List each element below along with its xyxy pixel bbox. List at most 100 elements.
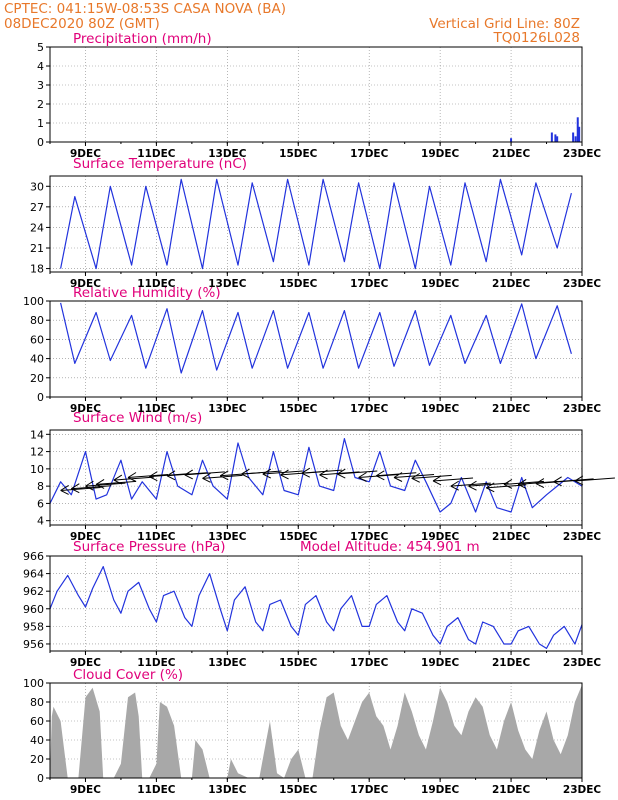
y-tick-label: 3 (37, 79, 44, 92)
wind-arrow (96, 480, 137, 485)
wind-arrow (433, 477, 474, 482)
precip-bar (550, 132, 553, 142)
y-tick-label: 40 (30, 734, 44, 747)
wind-arrow-head (411, 472, 421, 483)
wind-arrow-head (280, 469, 289, 480)
x-tick-label: 17DEC (350, 403, 389, 415)
wind-arrow (85, 482, 126, 487)
x-tick-label: 17DEC (350, 278, 389, 290)
panel-title: Surface Pressure (hPa) (73, 539, 226, 555)
plot-frame (49, 429, 583, 526)
y-tick-label: 24 (30, 221, 44, 234)
y-tick-label: 5 (37, 41, 44, 54)
x-tick-label: 17DEC (350, 148, 389, 160)
x-tick-label: 13DEC (208, 148, 247, 160)
x-tick-label: 15DEC (279, 531, 318, 543)
x-tick-label: 13DEC (208, 657, 247, 669)
wind-arrow-head (535, 478, 545, 488)
x-tick-label: 21DEC (492, 148, 531, 160)
x-tick-label: 11DEC (137, 784, 176, 796)
x-tick-label: 9DEC (70, 784, 101, 796)
precip-bar (510, 138, 513, 142)
x-tick-label: 21DEC (492, 278, 531, 290)
wind-arrow-head (71, 483, 80, 494)
y-tick-label: 6 (37, 497, 44, 510)
y-tick-label: 8 (37, 480, 44, 493)
x-tick-label: 19DEC (421, 657, 460, 669)
plot-frame (49, 175, 583, 273)
panel-title: Relative Humidity (%) (73, 285, 221, 301)
wind-arrow (127, 474, 169, 478)
x-tick-label: 21DEC (492, 531, 531, 543)
panel-wind: 4 6 8 10 12 14 9DEC 11DEC 13DEC 15DEC 17DEC 19DEC 21… (30, 410, 615, 543)
wind-arrow (468, 482, 509, 487)
y-tick-label: 14 (30, 428, 44, 441)
wind-arrow (376, 472, 417, 477)
x-tick-label: 15DEC (279, 278, 318, 290)
x-tick-label: 13DEC (208, 403, 247, 415)
x-tick-label: 11DEC (137, 148, 176, 160)
wind-arrow-head (393, 472, 403, 482)
panel-title: Surface Wind (m/s) (73, 410, 202, 426)
wind-arrow-head (166, 470, 176, 481)
x-tick-label: 9DEC (70, 657, 101, 669)
y-tick-label: 21 (30, 242, 44, 255)
y-tick-label: 4 (37, 60, 44, 73)
panel-precip: 0 1 2 3 4 5 9DEC 11DEC 13DEC 15DEC 17DEC 19DEC 21DEC… (37, 31, 601, 160)
y-tick-label: 60 (30, 333, 44, 346)
x-tick-label: 15DEC (279, 784, 318, 796)
wind-arrow-head (202, 472, 211, 483)
wind-arrow-head (517, 478, 527, 489)
y-tick-label: 20 (30, 372, 44, 385)
precip-bar (578, 126, 581, 142)
x-tick-label: 23DEC (563, 784, 602, 796)
x-tick-label: 23DEC (563, 531, 602, 543)
rh-line (60, 302, 572, 374)
plot-frame (49, 46, 583, 143)
x-tick-label: 15DEC (279, 403, 318, 415)
x-tick-label: 19DEC (421, 278, 460, 290)
x-tick-label: 19DEC (421, 403, 460, 415)
wind-line (49, 438, 583, 513)
plot-frame (49, 300, 583, 398)
plot-frame (49, 682, 583, 779)
wind-arrow-head (241, 468, 250, 479)
panel-title: Precipitation (mm/h) (73, 31, 212, 47)
y-tick-label: 18 (30, 263, 44, 276)
wind-arrow (262, 470, 303, 475)
x-tick-label: 21DEC (492, 403, 531, 415)
wind-arrow-head (553, 476, 562, 487)
x-tick-label: 11DEC (137, 403, 176, 415)
wind-arrow (393, 474, 435, 478)
run-label: 08DEC2020 80Z (GMT) (4, 16, 160, 32)
y-tick-label: 100 (23, 295, 44, 308)
y-tick-label: 80 (30, 314, 44, 327)
y-tick-label: 60 (30, 715, 44, 728)
wind-arrow-head (358, 472, 367, 482)
y-tick-label: 960 (23, 603, 44, 616)
x-tick-label: 17DEC (350, 657, 389, 669)
y-tick-label: 2 (37, 98, 44, 111)
wind-arrow-head (432, 475, 442, 486)
wind-arrow-head (184, 469, 194, 480)
panel-subtitle: Model Altitude: 454.901 m (300, 539, 480, 555)
wind-arrow (337, 470, 378, 475)
precip-bar (576, 117, 579, 142)
wind-arrow-head (113, 474, 123, 485)
wind-arrow-head (468, 480, 477, 491)
x-tick-label: 23DEC (563, 403, 602, 415)
wind-arrow-head (149, 471, 158, 482)
x-tick-label: 23DEC (563, 657, 602, 669)
y-tick-label: 0 (37, 772, 44, 785)
wind-arrow-head (85, 480, 94, 491)
precip-bar (556, 136, 559, 142)
x-tick-label: 17DEC (350, 784, 389, 796)
y-tick-label: 30 (30, 180, 44, 193)
y-tick-label: 4 (37, 515, 44, 528)
wind-arrow-head (376, 470, 385, 481)
x-tick-label: 15DEC (279, 657, 318, 669)
panel-cloud: 0 20 40 60 80 100 9DEC 11DEC 13DEC 15DEC 17DEC 19DE… (23, 667, 601, 796)
y-tick-label: 12 (30, 446, 44, 459)
x-tick-label: 19DEC (421, 531, 460, 543)
x-tick-label: 13DEC (208, 784, 247, 796)
